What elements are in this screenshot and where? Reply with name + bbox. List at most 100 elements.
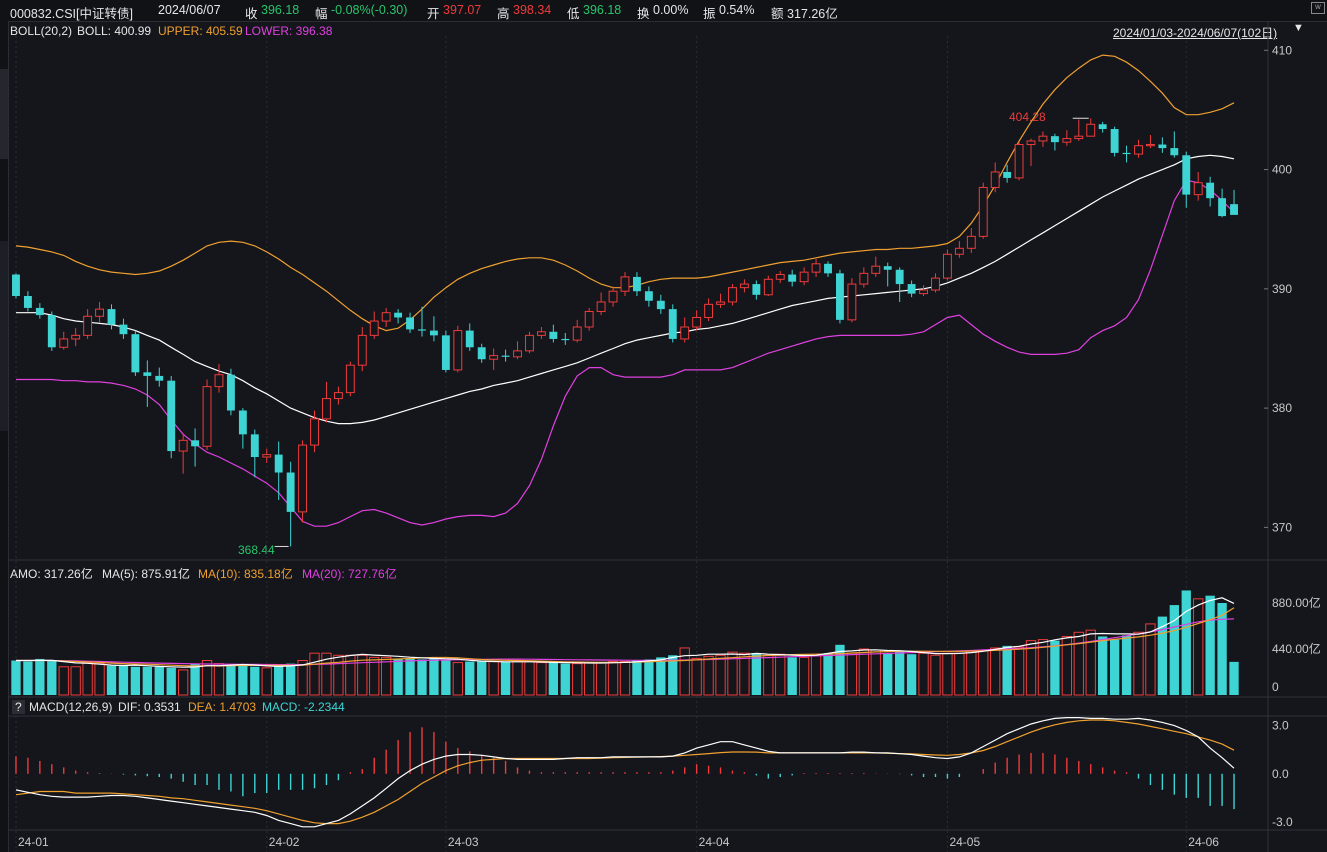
volume-bar xyxy=(1133,631,1144,696)
volume-bar xyxy=(942,652,953,696)
side-tab-active[interactable] xyxy=(0,69,8,159)
turnover-label: 换 xyxy=(637,7,650,21)
volume-bar xyxy=(930,654,941,696)
volume-bar xyxy=(35,658,45,695)
candle-body xyxy=(954,247,964,255)
volume-bar xyxy=(584,662,595,696)
volume-bar xyxy=(512,661,523,696)
volume-bar xyxy=(990,647,1001,696)
volume-bar xyxy=(775,653,786,696)
candle-body xyxy=(513,350,522,358)
macd-dif-line xyxy=(15,716,1235,828)
candle-body xyxy=(250,434,259,458)
candle-body xyxy=(131,334,140,373)
candle-body xyxy=(202,386,212,447)
candle-body xyxy=(191,440,200,447)
settings-icon[interactable]: W xyxy=(1311,2,1325,14)
volume-bar xyxy=(798,656,810,696)
volume-bar xyxy=(619,661,631,696)
candle-body xyxy=(584,311,594,328)
volume-bar xyxy=(154,666,164,695)
volume-bar xyxy=(106,665,117,695)
x-tick-label: 24-05 xyxy=(949,835,980,849)
candle-body xyxy=(369,320,379,336)
volume-bar xyxy=(1229,661,1239,695)
candle-body xyxy=(644,291,653,301)
candle-body xyxy=(178,439,188,452)
candle-body xyxy=(262,454,272,458)
candle-body xyxy=(847,283,857,321)
volume-bar xyxy=(1037,639,1049,696)
range-dropdown-icon[interactable]: ▼ xyxy=(1293,22,1304,34)
volume-bar xyxy=(835,644,845,695)
volume-bar xyxy=(810,653,822,696)
volume-bar xyxy=(679,647,690,696)
volume-bar xyxy=(465,661,475,695)
candle-body xyxy=(274,454,283,473)
candle-body xyxy=(561,338,570,341)
volume-bar xyxy=(321,652,332,696)
volume-bar xyxy=(703,655,714,696)
candle-body xyxy=(441,335,450,370)
side-tab-group[interactable] xyxy=(0,241,8,431)
volume-bar xyxy=(177,669,189,696)
close-value: 396.18 xyxy=(261,3,300,17)
candle-body xyxy=(680,326,690,340)
date-range[interactable]: 2024/01/03-2024/06/07(102日) xyxy=(1113,26,1278,40)
candle-body xyxy=(1158,144,1167,149)
volume-bar xyxy=(285,663,296,695)
volume-bar xyxy=(751,653,762,695)
volume-bar xyxy=(357,654,368,696)
amount-value: 317.26亿 xyxy=(787,7,838,21)
candle-body xyxy=(608,290,618,303)
candle-body xyxy=(1134,145,1143,155)
candle-body xyxy=(357,334,367,366)
candle-body xyxy=(1170,148,1179,156)
candle-body xyxy=(1003,171,1012,178)
macd-dea-value: DEA: 1.4703 xyxy=(188,700,257,714)
volume-bar xyxy=(954,652,965,696)
price-tick-label: 400 xyxy=(1272,163,1292,177)
volume-bar xyxy=(1098,636,1108,695)
open-value: 397.07 xyxy=(443,3,482,17)
volume-bar xyxy=(369,656,380,696)
volume-bar xyxy=(23,661,33,695)
volume-tick-label: 880.00亿 xyxy=(1272,595,1321,610)
macd-help-icon[interactable]: ? xyxy=(12,700,25,714)
candle-body xyxy=(907,284,916,294)
volume-bar xyxy=(895,651,905,695)
min-price-annotation: 368.44 xyxy=(238,543,275,557)
volume-bar xyxy=(58,666,69,696)
amplitude-value: 0.54% xyxy=(719,3,755,17)
candle-body xyxy=(95,308,105,317)
close-label: 收 xyxy=(245,7,258,21)
candle-body xyxy=(572,326,582,341)
volume-bar xyxy=(309,652,320,696)
boll-mid-value: BOLL: 400.99 xyxy=(77,24,152,38)
macd-label: MACD(12,26,9) xyxy=(29,700,113,714)
volume-bar xyxy=(381,656,392,696)
volume-bar xyxy=(1013,646,1025,696)
side-toolbar xyxy=(0,21,9,852)
candle-body xyxy=(811,263,821,273)
volume-bar xyxy=(11,660,21,695)
volume-bar xyxy=(201,660,213,696)
volume-bar xyxy=(632,660,642,695)
volume-bar xyxy=(226,665,236,695)
volume-tick-label: 440.00亿 xyxy=(1272,641,1321,656)
volume-bar xyxy=(715,654,726,696)
candle-body xyxy=(763,278,773,296)
volume-bar xyxy=(488,661,499,696)
macd-tick-label: -3.0 xyxy=(1272,815,1293,829)
change-label: 幅 xyxy=(315,7,328,21)
candle-body xyxy=(1193,182,1203,196)
volume-bar xyxy=(883,653,893,695)
candle-body xyxy=(728,287,737,303)
macd-hist-value: MACD: -2.2344 xyxy=(262,700,345,714)
volume-bar xyxy=(906,654,917,695)
volume-bar xyxy=(213,663,225,696)
volume-bar xyxy=(1109,639,1120,695)
macd-tick-label: 3.0 xyxy=(1272,719,1289,733)
x-tick-label: 24-01 xyxy=(18,835,49,849)
